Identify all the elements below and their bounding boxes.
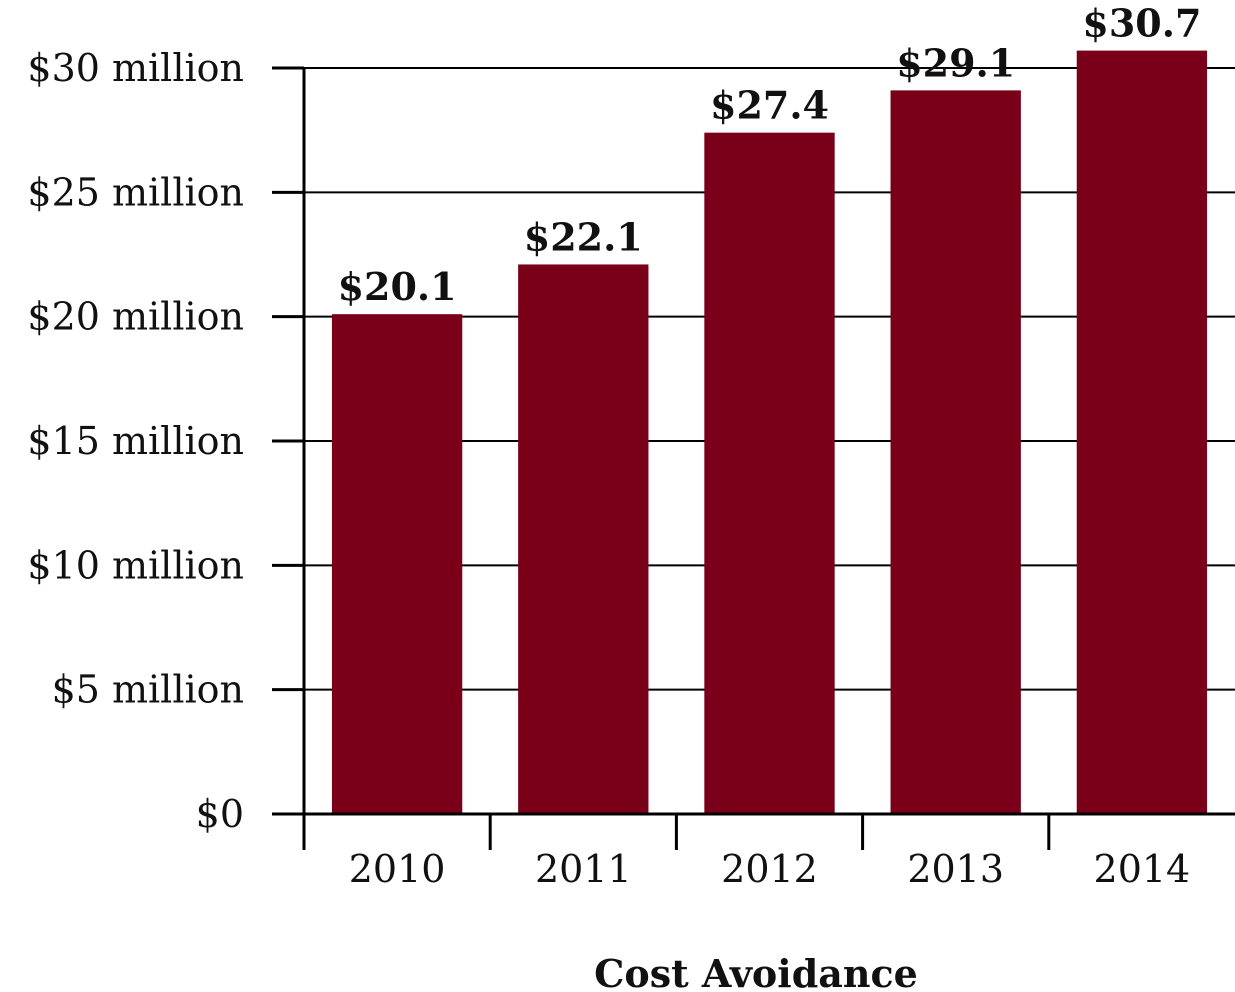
data-label: $20.1 <box>338 264 457 309</box>
data-label: $27.4 <box>710 83 829 128</box>
labels: $0 $5 million $10 million $15 million $20 mi… <box>27 1 1201 891</box>
bar <box>518 264 649 814</box>
data-label: $29.1 <box>896 40 1015 85</box>
y-tick-label: $30 million <box>27 46 244 90</box>
bar <box>1076 50 1208 815</box>
y-tick-label: $5 million <box>52 668 244 712</box>
bar <box>890 90 1021 814</box>
y-tick-label: $20 million <box>27 295 244 339</box>
y-tick-label: $25 million <box>27 170 244 214</box>
data-label: $30.7 <box>1082 1 1201 46</box>
axes <box>272 66 1235 850</box>
bar <box>704 132 835 815</box>
data-label: $22.1 <box>524 214 643 259</box>
x-tick-label: 2014 <box>1094 847 1191 891</box>
y-tick-label: $10 million <box>27 543 244 587</box>
y-tick-label: $15 million <box>27 419 244 463</box>
x-tick-label: 2013 <box>907 847 1004 891</box>
y-tick-label: $0 <box>196 792 244 836</box>
x-tick-label: 2011 <box>535 847 632 891</box>
x-tick-label: 2010 <box>349 847 446 891</box>
x-tick-label: 2012 <box>721 847 818 891</box>
bars <box>331 50 1208 815</box>
bar <box>331 314 463 814</box>
x-axis-title: Cost Avoidance <box>594 951 918 992</box>
